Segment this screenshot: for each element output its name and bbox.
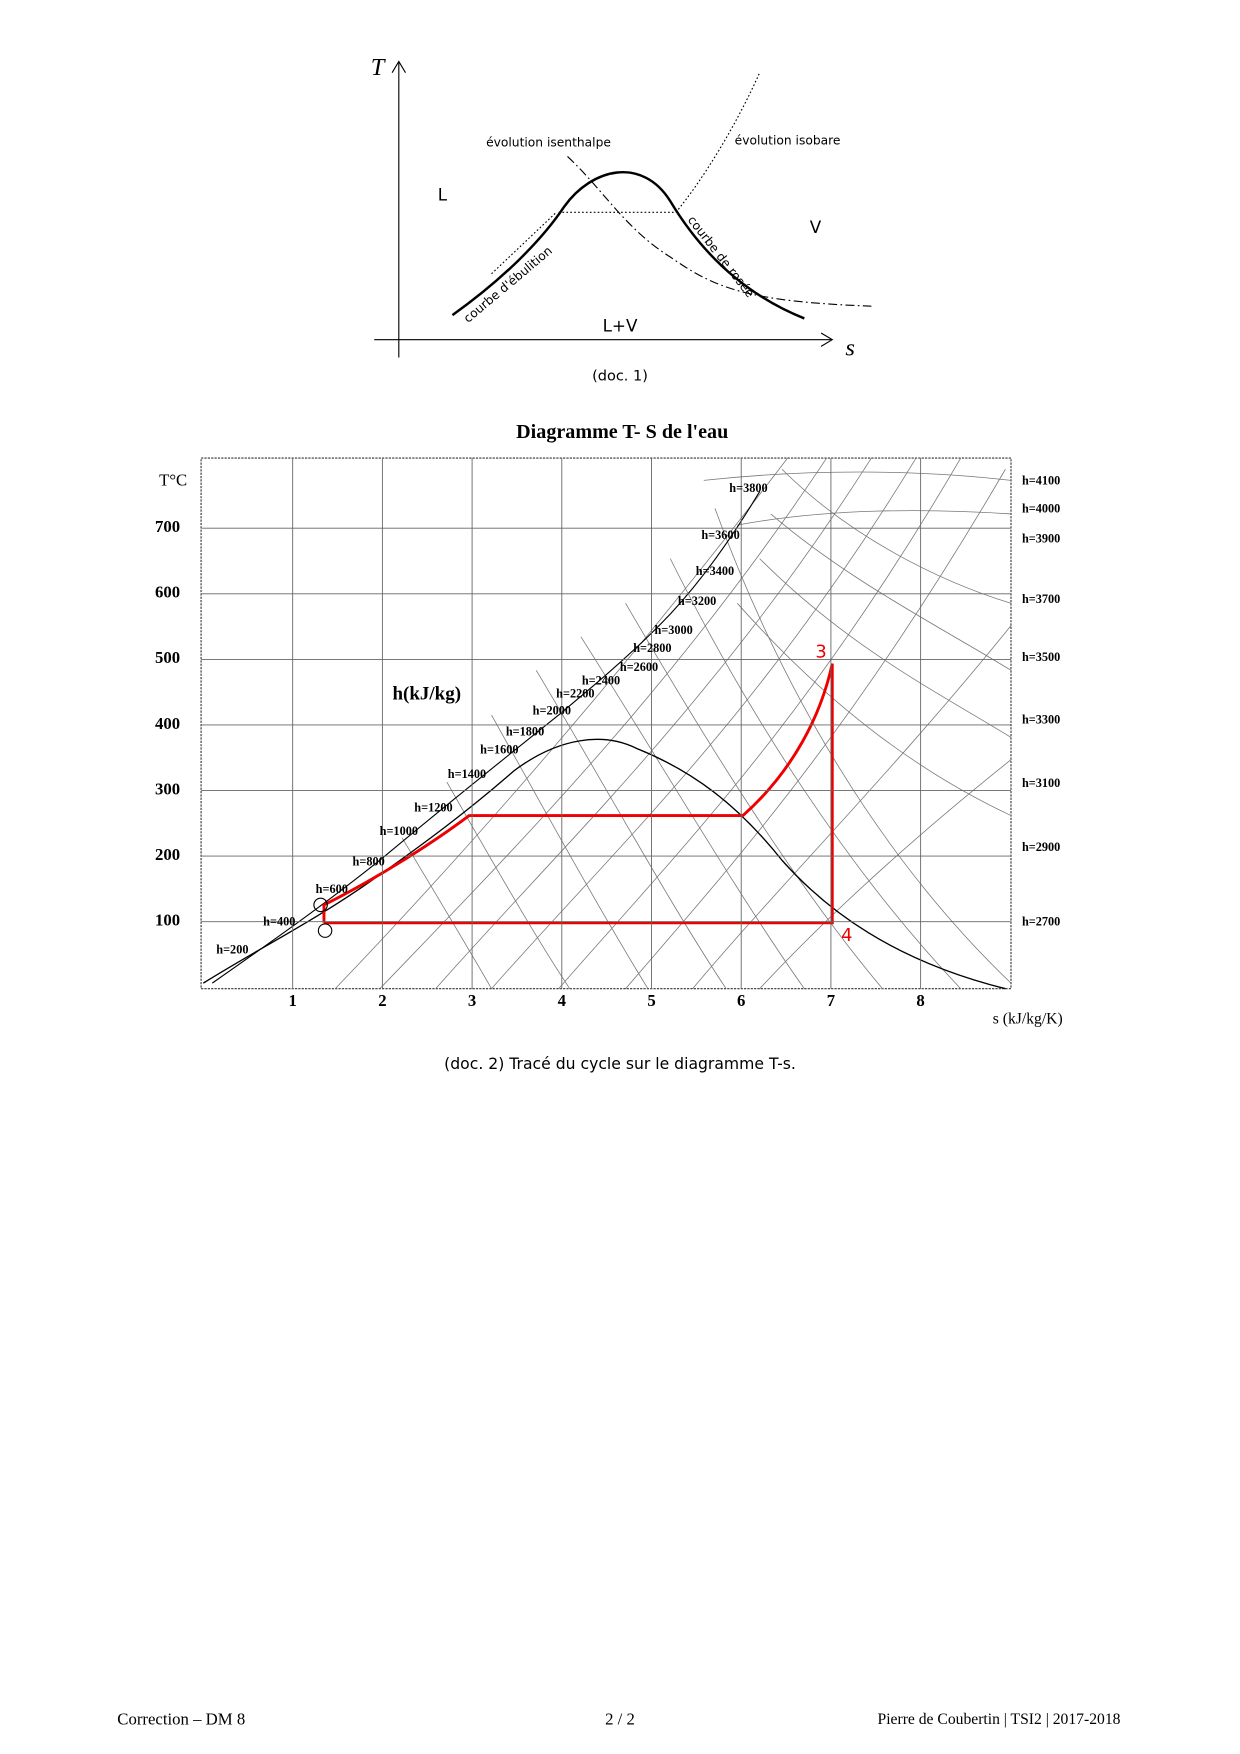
h-label: h=2400 — [582, 673, 620, 687]
y-tick-label: 500 — [155, 648, 180, 667]
y-tick-label: 400 — [155, 714, 180, 733]
x-tick-label: 7 — [827, 991, 835, 1010]
h-label: h=3700 — [1022, 592, 1060, 606]
region-label: L+V — [603, 315, 638, 335]
region-label: L — [438, 185, 448, 205]
h-label: h=1400 — [448, 767, 486, 781]
y-tick-label: 700 — [155, 517, 180, 536]
caption: (doc. 1) — [592, 369, 648, 385]
region-label: V — [810, 217, 822, 237]
h-label: h=2800 — [633, 641, 671, 655]
point-label: 3 — [815, 641, 826, 662]
y-tick-label: 600 — [155, 583, 180, 602]
y-tick-label: 200 — [155, 845, 180, 864]
axis-label: T°C — [159, 470, 187, 489]
h-label: h=800 — [353, 854, 385, 868]
h-label: h=400 — [263, 915, 295, 929]
h-label: h=3900 — [1022, 531, 1060, 545]
h-label: h=2000 — [533, 703, 571, 717]
axis-label: s (kJ/kg/K) — [993, 1011, 1063, 1028]
y-tick-label: 100 — [155, 911, 180, 930]
h-label: h=3300 — [1022, 712, 1060, 726]
h-label: h=1600 — [480, 743, 518, 757]
curve-label: évolution isobare — [735, 133, 841, 147]
h-label: h=4000 — [1022, 501, 1060, 515]
axis-label: T — [371, 54, 387, 81]
diagram-grid — [200, 457, 1012, 990]
h-label: h=3100 — [1022, 776, 1060, 790]
h-label: h=3000 — [654, 623, 692, 637]
h-label: h=3200 — [678, 594, 716, 608]
x-tick-label: 3 — [468, 991, 476, 1010]
footer-left: Correction – DM 8 — [117, 1709, 245, 1728]
x-tick-label: 1 — [288, 991, 296, 1010]
axis-label: s — [845, 334, 855, 361]
curve-label: courbe d'ébulition — [461, 244, 555, 326]
diagram-title: Diagramme T- S de l'eau — [516, 421, 728, 443]
y-tick-label: 300 — [155, 779, 180, 798]
curve-label: courbe de rosée — [685, 213, 757, 300]
x-tick-label: 4 — [558, 991, 567, 1010]
h-label: h=2900 — [1022, 840, 1060, 854]
x-tick-label: 8 — [916, 991, 924, 1010]
cycle — [322, 663, 834, 925]
h-label: h=3500 — [1022, 650, 1060, 664]
h-label: h=200 — [216, 943, 248, 957]
h-label: h=2600 — [620, 660, 658, 674]
h-label: h=2700 — [1022, 915, 1060, 929]
h-label: h=3600 — [701, 528, 739, 542]
footer-right: Pierre de Coubertin | TSI2 | 2017-2018 — [878, 1711, 1121, 1728]
h-label: h=3800 — [729, 481, 767, 495]
x-tick-label: 5 — [647, 991, 655, 1010]
point-marker — [317, 923, 333, 938]
caption: (doc. 2) Tracé du cycle sur le diagramme… — [444, 1054, 796, 1073]
h-label: h=1800 — [506, 725, 544, 739]
h-label: h=1200 — [414, 801, 452, 815]
x-tick-label: 2 — [378, 991, 386, 1010]
footer-center: 2 / 2 — [605, 1709, 635, 1728]
h-label: h=2200 — [556, 687, 594, 701]
unit-label: h(kJ/kg) — [392, 683, 461, 704]
h-label: h=600 — [316, 882, 348, 896]
h-label: h=1000 — [380, 824, 418, 838]
h-label: h=3400 — [696, 564, 734, 578]
x-tick-label: 6 — [737, 991, 745, 1010]
point-marker — [313, 897, 328, 913]
curve-label: évolution isenthalpe — [486, 136, 611, 150]
point-label: 4 — [841, 925, 852, 946]
h-label: h=4100 — [1022, 473, 1060, 487]
doc1-figure — [374, 60, 872, 358]
